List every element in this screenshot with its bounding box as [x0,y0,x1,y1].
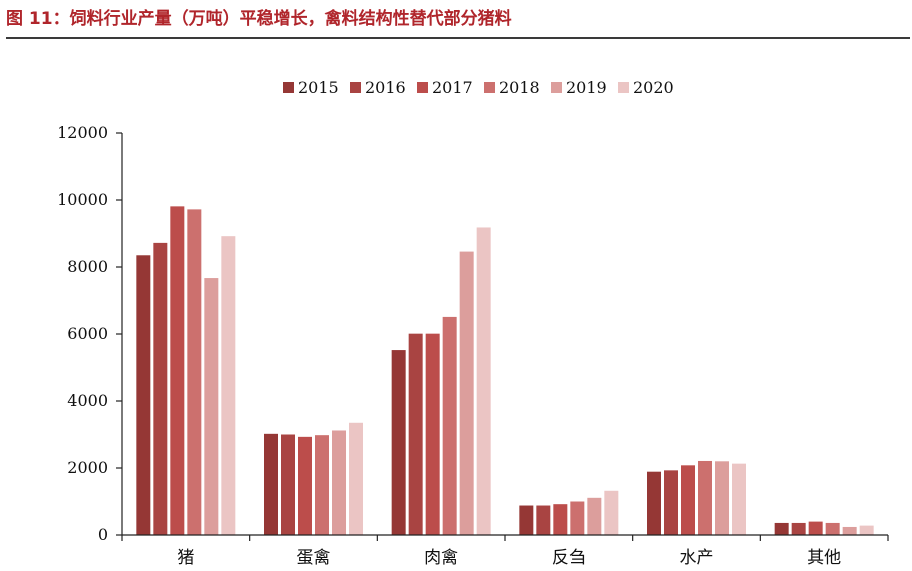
x-category-label: 肉禽 [424,548,458,568]
y-tick-label: 2000 [67,458,108,477]
bar-2020 [476,227,491,535]
bar-2020 [604,490,619,535]
y-tick-label: 4000 [67,391,108,410]
bar-2017 [425,333,440,535]
bar-2018 [187,209,202,535]
legend-label: 2016 [365,78,406,97]
bar-2018 [698,460,712,535]
legend-swatch-2020 [618,82,629,93]
legend: 2015 2016 2017 2018 2019 2020 [283,78,674,97]
bar-2018 [442,316,457,535]
bar-2015 [519,505,534,535]
y-tick-label: 12000 [57,123,108,142]
bar-2015 [647,471,661,535]
bar-2019 [842,526,857,535]
bar-2017 [681,465,695,535]
x-category-label: 猪 [177,548,194,568]
bar-2016 [536,505,551,535]
bar-2019 [587,497,602,535]
legend-swatch-2015 [283,82,294,93]
bar-2020 [221,236,236,535]
bar-2020 [859,525,874,535]
bar-2016 [664,470,678,535]
title-divider [6,37,910,39]
y-tick-label: 10000 [57,190,108,209]
bar-2017 [298,436,312,535]
y-axis: 0 2000 4000 6000 8000 10000 12000 [57,123,123,544]
legend-label: 2019 [566,78,607,97]
bar-2019 [715,461,729,535]
y-tick-label: 0 [98,525,108,544]
legend-label: 2015 [298,78,339,97]
legend-swatch-2017 [417,82,428,93]
x-category-label: 蛋禽 [297,548,331,568]
x-axis: 猪 蛋禽 肉禽 反刍 水产 其他 [121,534,889,568]
bar-2015 [136,255,151,535]
bar-2015 [264,433,278,535]
bar-2019 [459,251,474,535]
x-category-label: 其他 [807,548,841,568]
bar-2015 [774,522,789,535]
x-category-label: 水产 [680,548,714,568]
legend-swatch-2016 [350,82,361,93]
bar-2020 [349,422,363,535]
legend-label: 2020 [633,78,674,97]
bar-2018 [825,522,840,535]
bar-2016 [791,522,806,535]
legend-label: 2018 [499,78,540,97]
figure-title: 图 11：饲料行业产量（万吨）平稳增长，禽料结构性替代部分猪料 [6,9,512,29]
bar-2015 [391,350,406,535]
bar-2016 [408,333,423,535]
legend-swatch-2018 [484,82,495,93]
legend-swatch-2019 [551,82,562,93]
bars [136,206,874,536]
y-tick-label: 6000 [67,324,108,343]
bar-2018 [315,435,329,535]
bar-2019 [204,278,219,535]
x-category-label: 反刍 [552,548,586,568]
y-tick-label: 8000 [67,257,108,276]
bar-2016 [153,242,168,535]
bar-2016 [281,434,295,535]
bar-2017 [170,206,185,536]
bar-2017 [808,521,823,535]
bar-2017 [553,504,568,535]
bar-2018 [570,501,585,535]
bar-2020 [732,463,746,535]
bar-2019 [332,430,346,535]
legend-label: 2017 [432,78,473,97]
